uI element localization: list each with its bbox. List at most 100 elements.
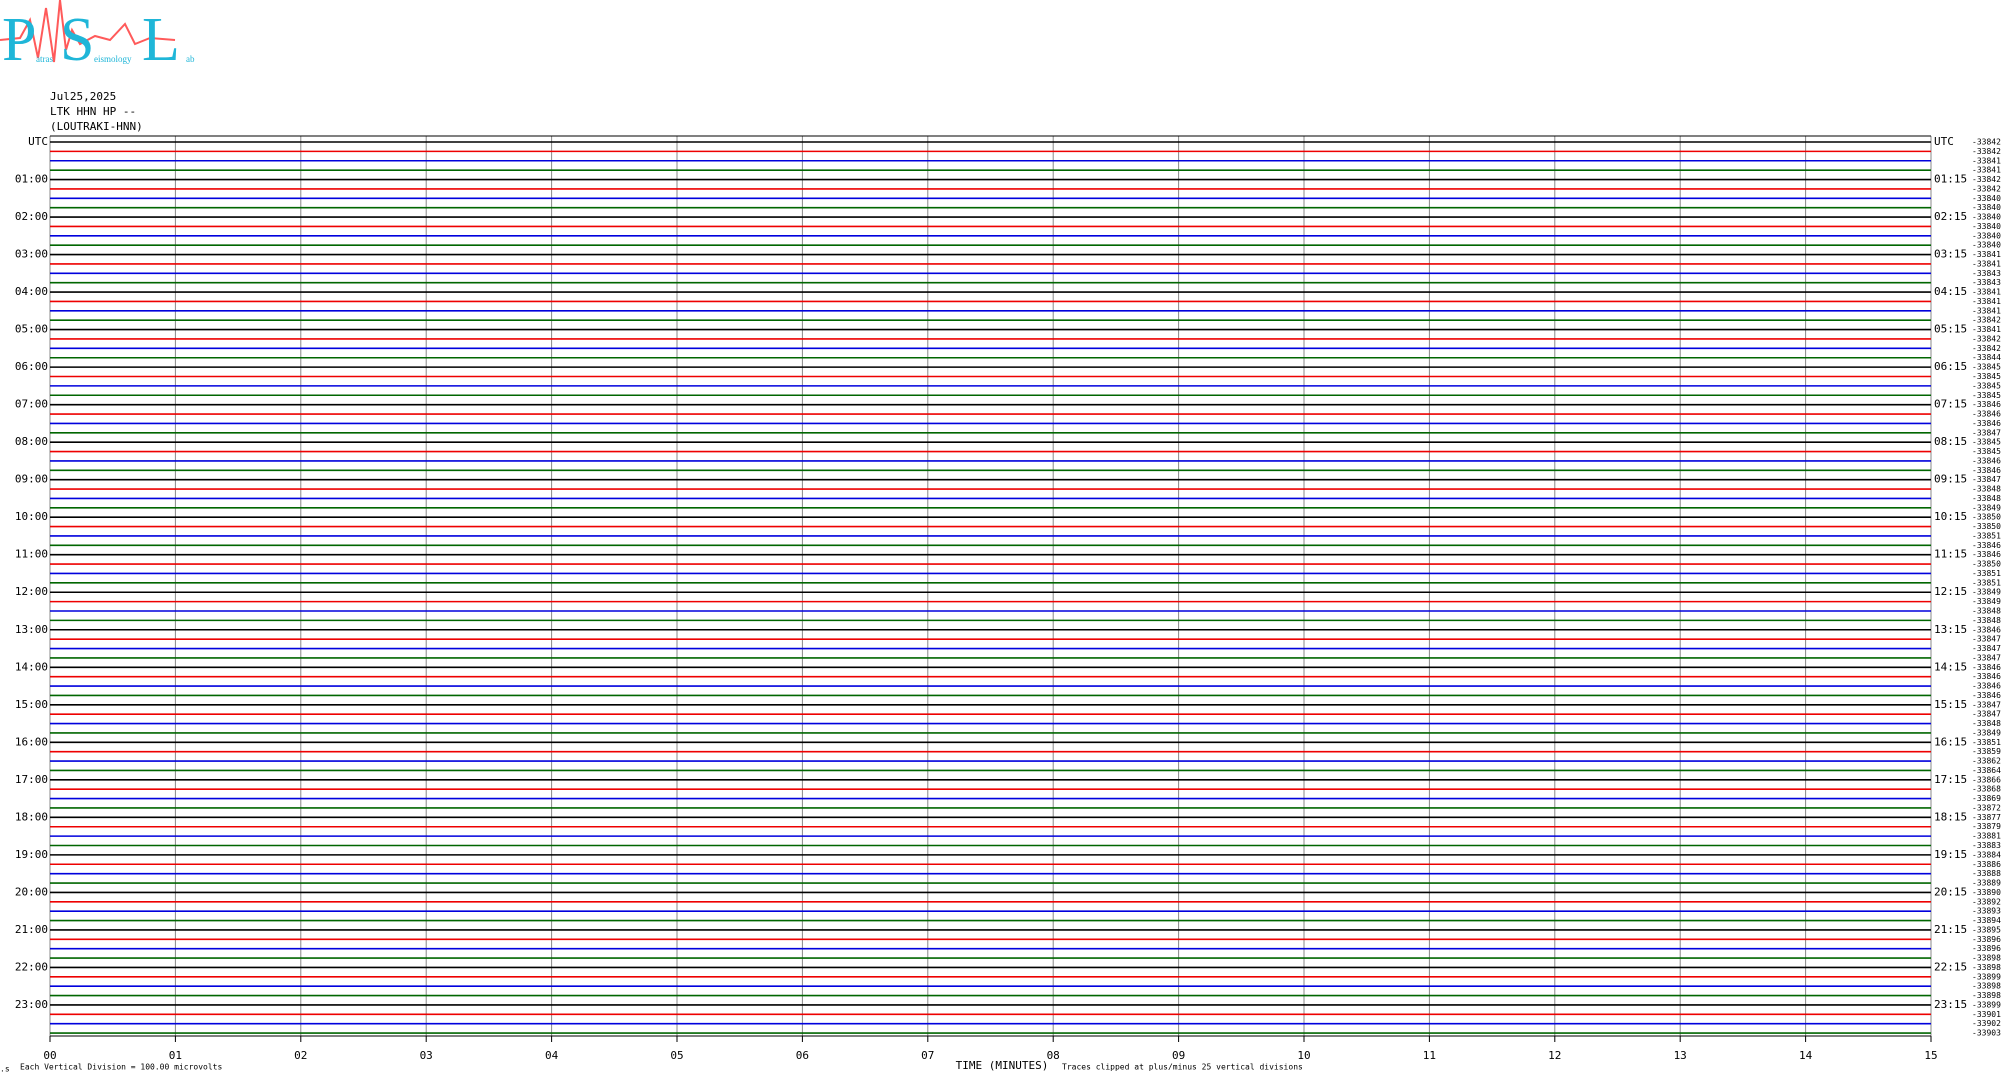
- trace-offset: -33868: [1972, 785, 2001, 794]
- row-time-right: 17:15: [1934, 773, 1967, 786]
- x-tick-label: 02: [294, 1049, 307, 1062]
- trace-offset: -33846: [1972, 625, 2001, 634]
- trace-offset: -33892: [1972, 897, 2001, 906]
- trace-offset: -33845: [1972, 447, 2001, 456]
- trace-offset: -33890: [1972, 888, 2001, 897]
- row-time-left: 10:00: [15, 510, 48, 523]
- trace-offset: -33840: [1972, 231, 2001, 240]
- trace-offset: -33898: [1972, 963, 2001, 972]
- trace-offset: -33896: [1972, 935, 2001, 944]
- row-time-left: 11:00: [15, 548, 48, 561]
- trace-offset: -33869: [1972, 794, 2001, 803]
- trace-offset: -33843: [1972, 269, 2001, 278]
- x-tick-label: 07: [921, 1049, 934, 1062]
- x-tick-label: 06: [796, 1049, 809, 1062]
- trace-offset: -33850: [1972, 522, 2001, 531]
- trace-offset: -33844: [1972, 353, 2001, 362]
- trace-offset: -33849: [1972, 588, 2001, 597]
- trace-offset: -33841: [1972, 250, 2001, 259]
- row-time-left: 22:00: [15, 960, 48, 973]
- row-time-left: 08:00: [15, 435, 48, 448]
- trace-offset: -33846: [1972, 550, 2001, 559]
- trace-offset: -33850: [1972, 560, 2001, 569]
- trace-offset: -33841: [1972, 297, 2001, 306]
- row-time-right: 01:15: [1934, 173, 1967, 186]
- trace-offset: -33841: [1972, 166, 2001, 175]
- trace-offset: -33841: [1972, 325, 2001, 334]
- footer-scale: Each Vertical Division = 100.00 microvol…: [20, 1063, 222, 1072]
- trace-offset: -33840: [1972, 222, 2001, 231]
- row-time-left: 23:00: [15, 998, 48, 1011]
- row-time-right: 23:15: [1934, 998, 1967, 1011]
- x-tick-label: 01: [169, 1049, 182, 1062]
- trace-offset: -33894: [1972, 916, 2001, 925]
- trace-offset: -33846: [1972, 672, 2001, 681]
- trace-offset: -33851: [1972, 531, 2001, 540]
- trace-offset: -33847: [1972, 475, 2001, 484]
- trace-offset: -33845: [1972, 438, 2001, 447]
- logo-word: ab: [186, 54, 195, 64]
- trace-offset: -33851: [1972, 738, 2001, 747]
- trace-offset: -33851: [1972, 578, 2001, 587]
- trace-offset: -33846: [1972, 663, 2001, 672]
- trace-offset: -33842: [1972, 138, 2001, 147]
- trace-offset: -33845: [1972, 372, 2001, 381]
- x-tick-label: 05: [670, 1049, 683, 1062]
- trace-offset: -33846: [1972, 541, 2001, 550]
- trace-offset: -33842: [1972, 175, 2001, 184]
- row-time-right: 03:15: [1934, 248, 1967, 261]
- trace-offset: -33847: [1972, 635, 2001, 644]
- row-time-right: 18:15: [1934, 810, 1967, 823]
- x-tick-label: 09: [1172, 1049, 1185, 1062]
- row-time-left: 05:00: [15, 323, 48, 336]
- footer-clip: Traces clipped at plus/minus 25 vertical…: [1062, 1063, 1303, 1072]
- trace-offset: -33903: [1972, 1029, 2001, 1038]
- trace-offset: -33851: [1972, 569, 2001, 578]
- x-tick-label: 08: [1047, 1049, 1060, 1062]
- trace-offset: -33902: [1972, 1019, 2001, 1028]
- row-time-left: 14:00: [15, 660, 48, 673]
- trace-offset: -33841: [1972, 306, 2001, 315]
- row-time-left: 12:00: [15, 585, 48, 598]
- trace-offset: -33862: [1972, 757, 2001, 766]
- trace-offset: -33845: [1972, 381, 2001, 390]
- row-time-right: 12:15: [1934, 585, 1967, 598]
- trace-offset: -33893: [1972, 907, 2001, 916]
- trace-offset: -33845: [1972, 391, 2001, 400]
- logo-word: eismology: [94, 54, 132, 64]
- trace-offset: -33846: [1972, 682, 2001, 691]
- trace-offset: -33883: [1972, 841, 2001, 850]
- row-time-left: 13:00: [15, 623, 48, 636]
- trace-offset: -33841: [1972, 259, 2001, 268]
- x-tick-label: 04: [545, 1049, 559, 1062]
- row-time-right: 13:15: [1934, 623, 1967, 636]
- trace-offset: -33842: [1972, 316, 2001, 325]
- row-time-left: 16:00: [15, 735, 48, 748]
- trace-offset: -33859: [1972, 747, 2001, 756]
- trace-offset: -33846: [1972, 691, 2001, 700]
- trace-offset: -33899: [1972, 1000, 2001, 1009]
- x-axis-label: TIME (MINUTES): [956, 1059, 1049, 1072]
- logo-letter: L: [142, 6, 180, 74]
- header-date: Jul25,2025: [50, 90, 116, 103]
- row-time-right: 15:15: [1934, 698, 1967, 711]
- trace-offset: -33888: [1972, 869, 2001, 878]
- trace-offset: -33896: [1972, 944, 2001, 953]
- row-time-right: 21:15: [1934, 923, 1967, 936]
- row-time-left: 09:00: [15, 473, 48, 486]
- trace-offset: -33846: [1972, 419, 2001, 428]
- trace-offset: -33848: [1972, 616, 2001, 625]
- trace-offset: -33840: [1972, 203, 2001, 212]
- trace-offset: -33848: [1972, 485, 2001, 494]
- row-time-right: 02:15: [1934, 210, 1967, 223]
- row-time-right: 08:15: [1934, 435, 1967, 448]
- x-tick-label: 13: [1674, 1049, 1687, 1062]
- trace-offset: -33846: [1972, 400, 2001, 409]
- row-time-left: 15:00: [15, 698, 48, 711]
- trace-offset: -33848: [1972, 719, 2001, 728]
- logo-letter: P: [2, 6, 36, 74]
- row-time-right: 16:15: [1934, 735, 1967, 748]
- row-time-right: 09:15: [1934, 473, 1967, 486]
- x-tick-label: 10: [1297, 1049, 1310, 1062]
